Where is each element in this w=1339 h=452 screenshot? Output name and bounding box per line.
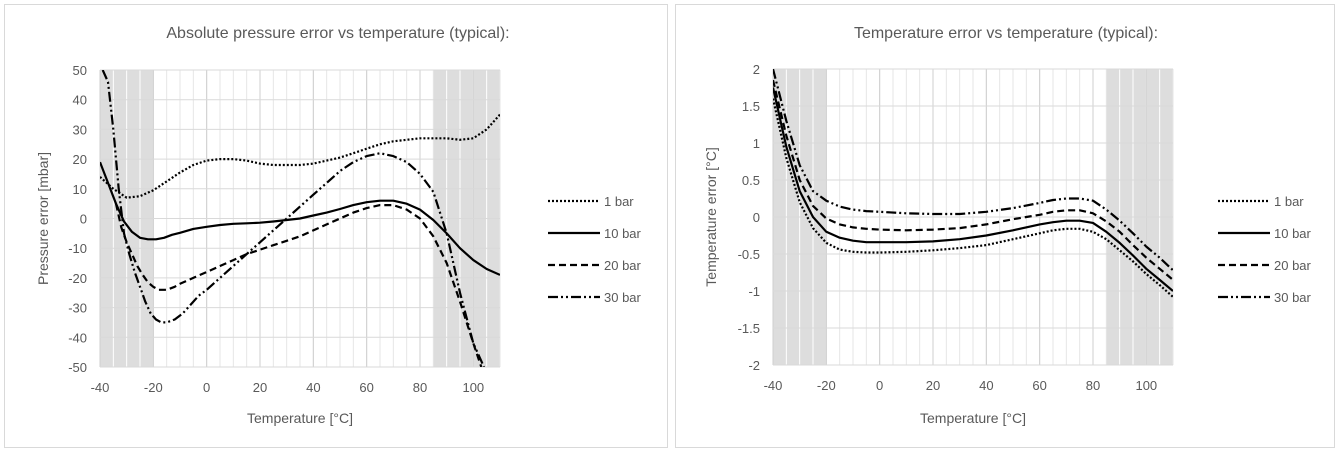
x-tick-label: -40 <box>764 378 783 393</box>
chart-title: Absolute pressure error vs temperature (… <box>166 25 509 42</box>
y-tick-label: -1.5 <box>738 321 760 336</box>
y-tick-label: -10 <box>68 241 87 256</box>
x-tick-label: -20 <box>817 378 836 393</box>
y-tick-label: -0.5 <box>738 247 760 262</box>
legend-label-4: 30 bar <box>1274 290 1312 305</box>
y-tick-label: -20 <box>68 271 87 286</box>
x-tick-label: -40 <box>91 380 110 395</box>
x-tick-label: 60 <box>359 380 373 395</box>
y-tick-label: -30 <box>68 301 87 316</box>
y-tick-label: 0.5 <box>742 173 760 188</box>
y-tick-label: 0 <box>753 210 760 225</box>
y-axis-label: Pressure error [mbar] <box>35 152 51 285</box>
legend-label-3: 20 bar <box>1274 258 1312 273</box>
x-tick-label: 40 <box>306 380 320 395</box>
x-tick-label: 80 <box>413 380 427 395</box>
x-tick-label: 0 <box>203 380 210 395</box>
legend-label-1: 1 bar <box>604 194 634 209</box>
y-tick-label: 0 <box>80 212 87 227</box>
y-tick-label: -2 <box>748 358 760 373</box>
y-tick-label: -1 <box>748 284 760 299</box>
x-tick-label: 60 <box>1032 378 1046 393</box>
x-axis-label: Temperature [°C] <box>247 410 353 426</box>
legend-label-2: 10 bar <box>1274 226 1312 241</box>
temperature-error-chart: 2 1.5 1 0.5 0 -0.5 -1 -1.5 -2 -40 -20 0 20 40 60 80 100 T… <box>676 5 1336 449</box>
y-tick-label: 20 <box>73 152 87 167</box>
temperature-error-chart-panel: 2 1.5 1 0.5 0 -0.5 -1 -1.5 -2 -40 -20 0 20 40 60 80 100 T… <box>675 4 1335 448</box>
x-tick-label: -20 <box>144 380 163 395</box>
pressure-error-chart-panel: 50 40 30 20 10 0 -10 -20 -30 -40 -50 -40 -20 0 20 40 60 8… <box>4 4 668 448</box>
x-tick-label: 20 <box>253 380 267 395</box>
x-tick-label: 100 <box>462 380 484 395</box>
legend-label-2: 10 bar <box>604 226 642 241</box>
series-line-3 <box>116 204 481 367</box>
y-tick-label: 1.5 <box>742 99 760 114</box>
y-tick-label: -40 <box>68 330 87 345</box>
y-tick-label: 2 <box>753 62 760 77</box>
y-tick-label: 1 <box>753 136 760 151</box>
x-axis-label: Temperature [°C] <box>920 410 1026 426</box>
y-axis-label: Temperature error [°C] <box>703 147 719 286</box>
x-tick-label: 80 <box>1086 378 1100 393</box>
x-tick-label: 100 <box>1135 378 1157 393</box>
x-tick-label: 40 <box>979 378 993 393</box>
x-tick-label: 20 <box>926 378 940 393</box>
legend-label-3: 20 bar <box>604 258 642 273</box>
y-tick-label: 50 <box>73 63 87 78</box>
legend-label-4: 30 bar <box>604 290 642 305</box>
chart-title: Temperature error vs temperature (typica… <box>854 25 1158 42</box>
legend-label-1: 1 bar <box>1274 194 1304 209</box>
y-tick-label: 40 <box>73 93 87 108</box>
y-tick-label: -50 <box>68 360 87 375</box>
x-tick-label: 0 <box>876 378 883 393</box>
y-tick-label: 30 <box>73 122 87 137</box>
y-tick-label: 10 <box>73 182 87 197</box>
